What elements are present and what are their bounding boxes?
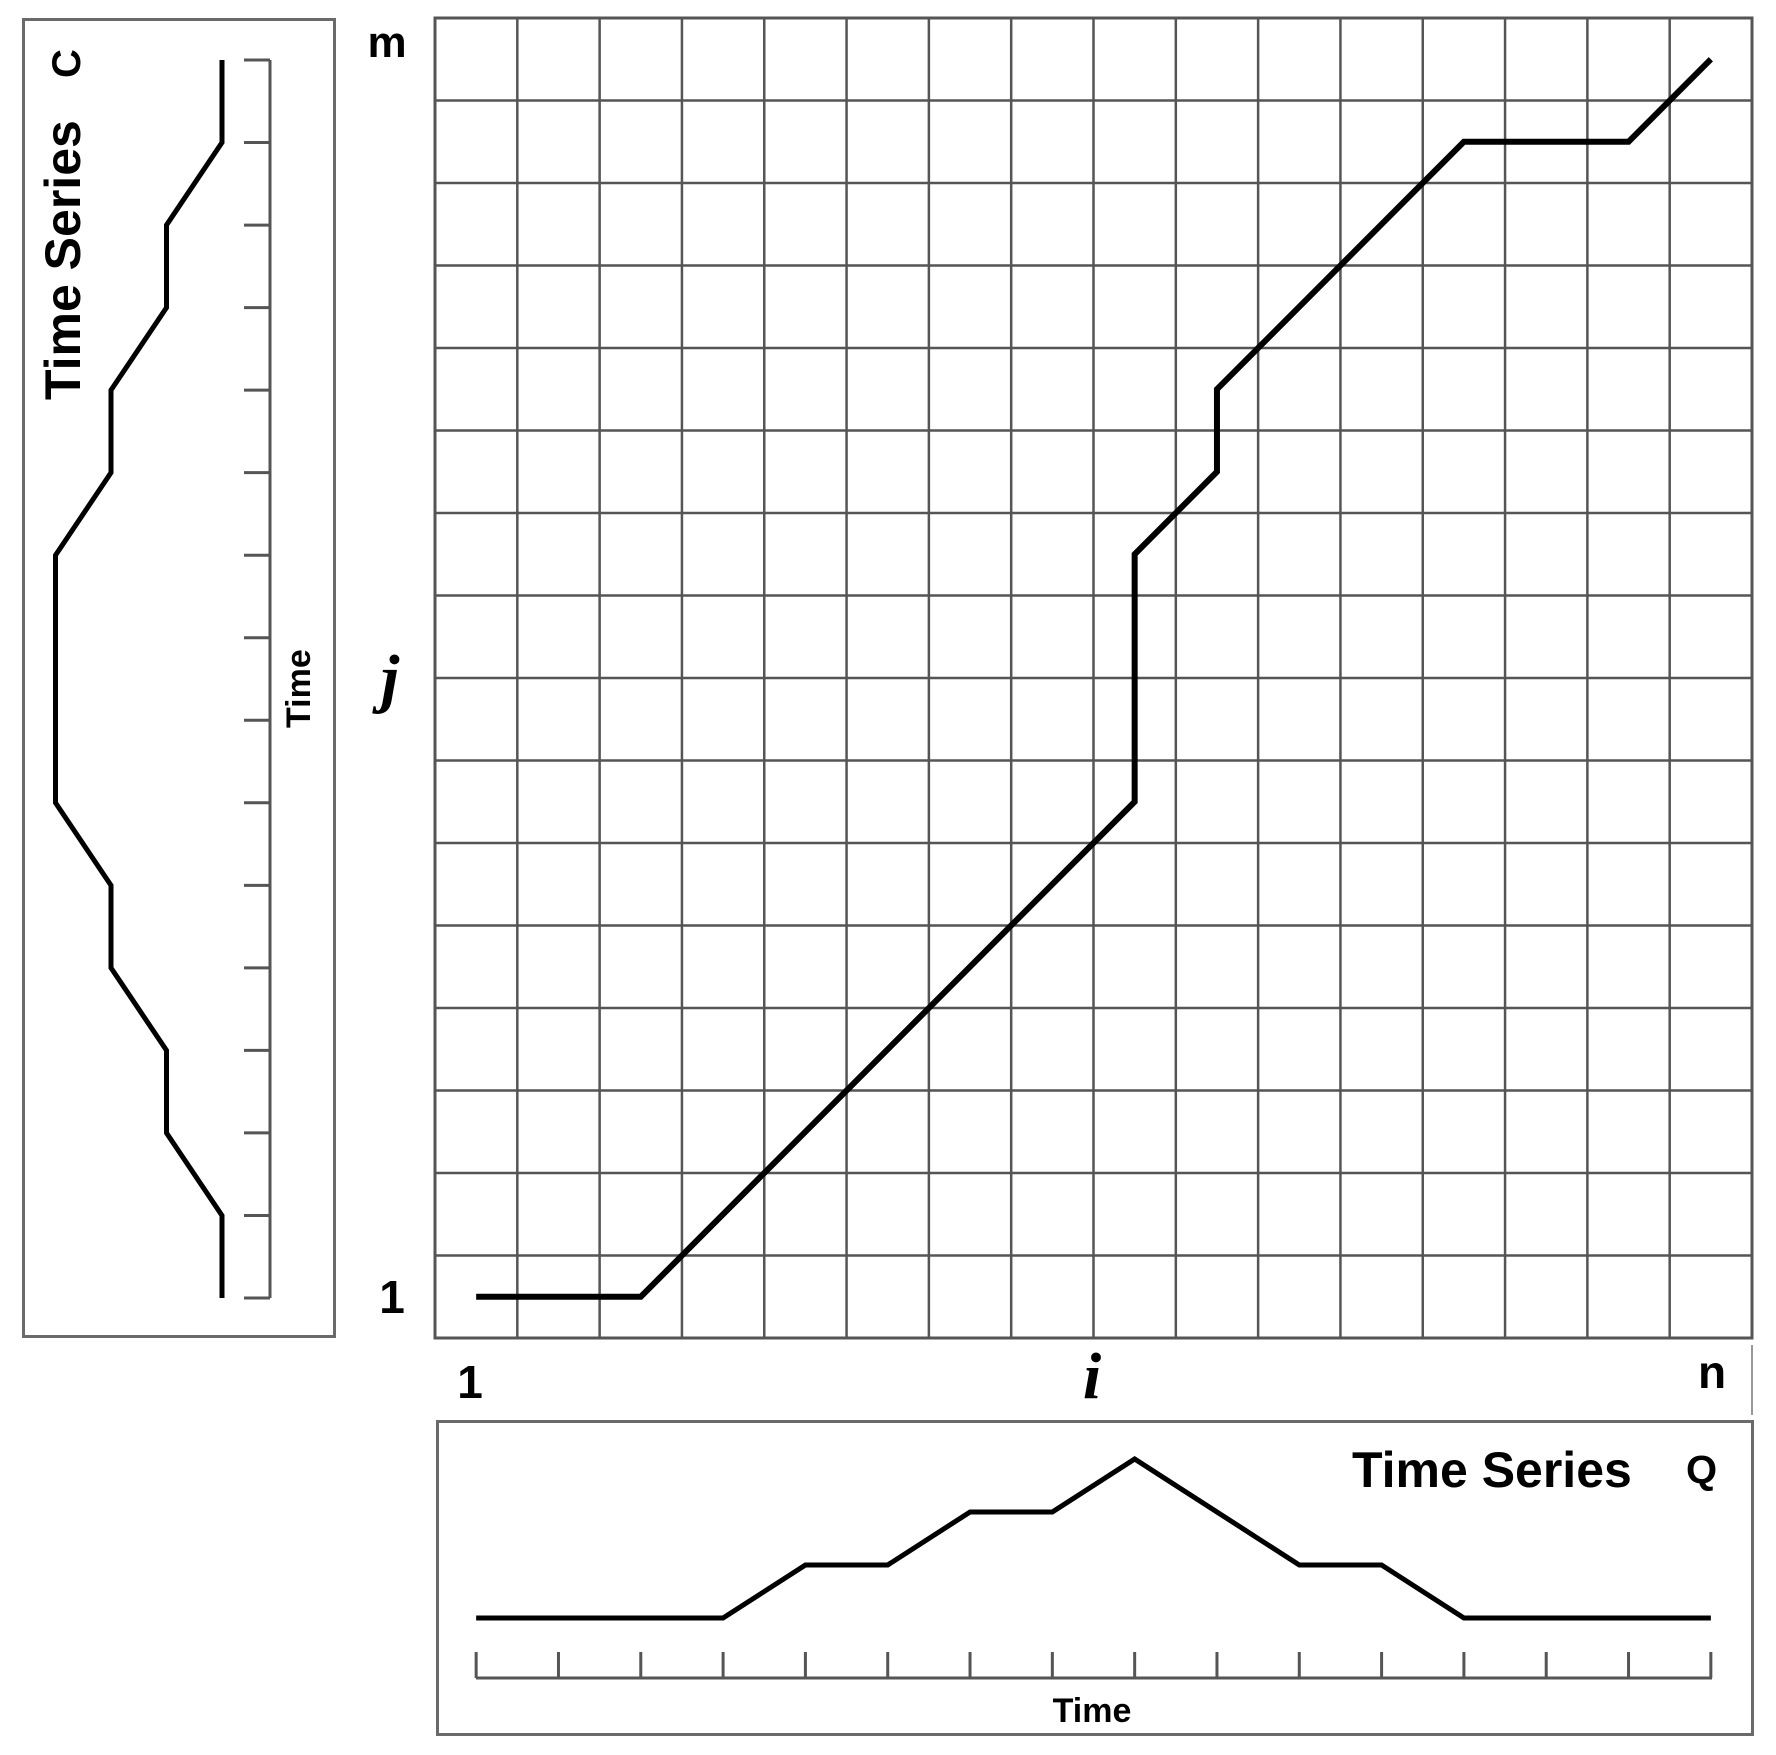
series-c-title: Time Series <box>35 120 91 400</box>
series-c-axis-label: Time <box>280 649 318 728</box>
grid-x-start-label: 1 <box>457 1356 483 1408</box>
time-series-c-plot: Time Series C Time <box>35 49 318 1300</box>
series-c-ticks <box>244 58 270 1300</box>
series-q-title: Time Series <box>1352 1442 1632 1498</box>
series-c-letter: C <box>45 49 89 78</box>
time-series-c-panel <box>22 18 336 1338</box>
cost-matrix-grid <box>433 16 1754 1415</box>
grid-y-start-label: 1 <box>379 1271 405 1323</box>
grid-y-end-label: m <box>367 18 406 67</box>
grid-x-var-label: i <box>1083 1340 1102 1413</box>
series-q-ticks <box>474 1652 1713 1678</box>
warping-path <box>476 57 1713 1300</box>
time-series-q-plot: Time Series Q Time <box>474 1442 1717 1730</box>
series-c-line <box>53 60 225 1298</box>
series-q-letter: Q <box>1686 1448 1717 1492</box>
time-series-q-panel <box>436 1420 1754 1736</box>
grid-y-var-label: j <box>372 642 400 715</box>
grid-x-end-label: n <box>1698 1346 1726 1398</box>
series-q-axis-label: Time <box>1053 1692 1132 1730</box>
series-q-line <box>476 1456 1711 1621</box>
